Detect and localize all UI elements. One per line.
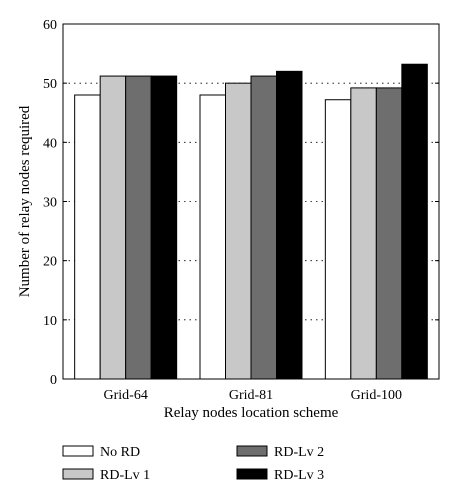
bar-grid-100-rd-lv3 bbox=[401, 63, 428, 380]
y-axis: 0 10 20 30 40 50 60 bbox=[43, 18, 439, 388]
bar-grid-64-nord bbox=[74, 94, 101, 380]
legend-swatch bbox=[236, 468, 268, 480]
bar-grid-81-rd-lv2 bbox=[250, 75, 277, 380]
y-tick-label: 20 bbox=[43, 255, 57, 270]
legend-swatch bbox=[236, 445, 268, 457]
x-tick-label: Grid-100 bbox=[351, 388, 402, 403]
x-axis: Grid-64 Grid-81 Grid-100 bbox=[104, 388, 402, 403]
y-tick-label: 10 bbox=[43, 314, 57, 329]
y-tick-label: 60 bbox=[43, 18, 57, 33]
legend-swatch bbox=[62, 468, 94, 480]
bar-grid-100-rd-lv1 bbox=[350, 87, 377, 380]
bar-grid-81-rd-lv1 bbox=[225, 82, 252, 380]
y-tick-label: 40 bbox=[43, 136, 57, 151]
bar-grid-81-nord bbox=[199, 94, 226, 380]
x-tick-label: Grid-64 bbox=[104, 388, 148, 403]
y-tick-label: 30 bbox=[43, 196, 57, 211]
bar-grid-100-nord bbox=[324, 99, 352, 380]
bar-grid-100-rd-lv2 bbox=[375, 87, 403, 380]
legend-label: RD-Lv 3 bbox=[274, 468, 324, 483]
bar-grid-64-rd-lv3 bbox=[150, 75, 178, 380]
y-tick-label: 50 bbox=[43, 77, 57, 92]
legend-label: RD-Lv 2 bbox=[274, 445, 324, 460]
x-axis-label: Relay nodes location scheme bbox=[164, 405, 339, 421]
x-tick-label: Grid-81 bbox=[229, 388, 273, 403]
bar-grid-64-rd-lv2 bbox=[125, 75, 152, 380]
legend-label: RD-Lv 1 bbox=[100, 468, 150, 483]
y-axis-label: Number of relay nodes required bbox=[17, 105, 33, 297]
bars bbox=[74, 63, 428, 380]
legend-label: No RD bbox=[100, 445, 140, 460]
bar-grid-64-rd-lv1 bbox=[99, 75, 127, 380]
bar-grid-81-rd-lv3 bbox=[276, 70, 303, 380]
y-tick-label: 0 bbox=[50, 373, 57, 388]
legend: No RD RD-Lv 1 RD-Lv 2 RD-Lv 3 bbox=[62, 445, 324, 483]
legend-swatch bbox=[62, 445, 94, 457]
